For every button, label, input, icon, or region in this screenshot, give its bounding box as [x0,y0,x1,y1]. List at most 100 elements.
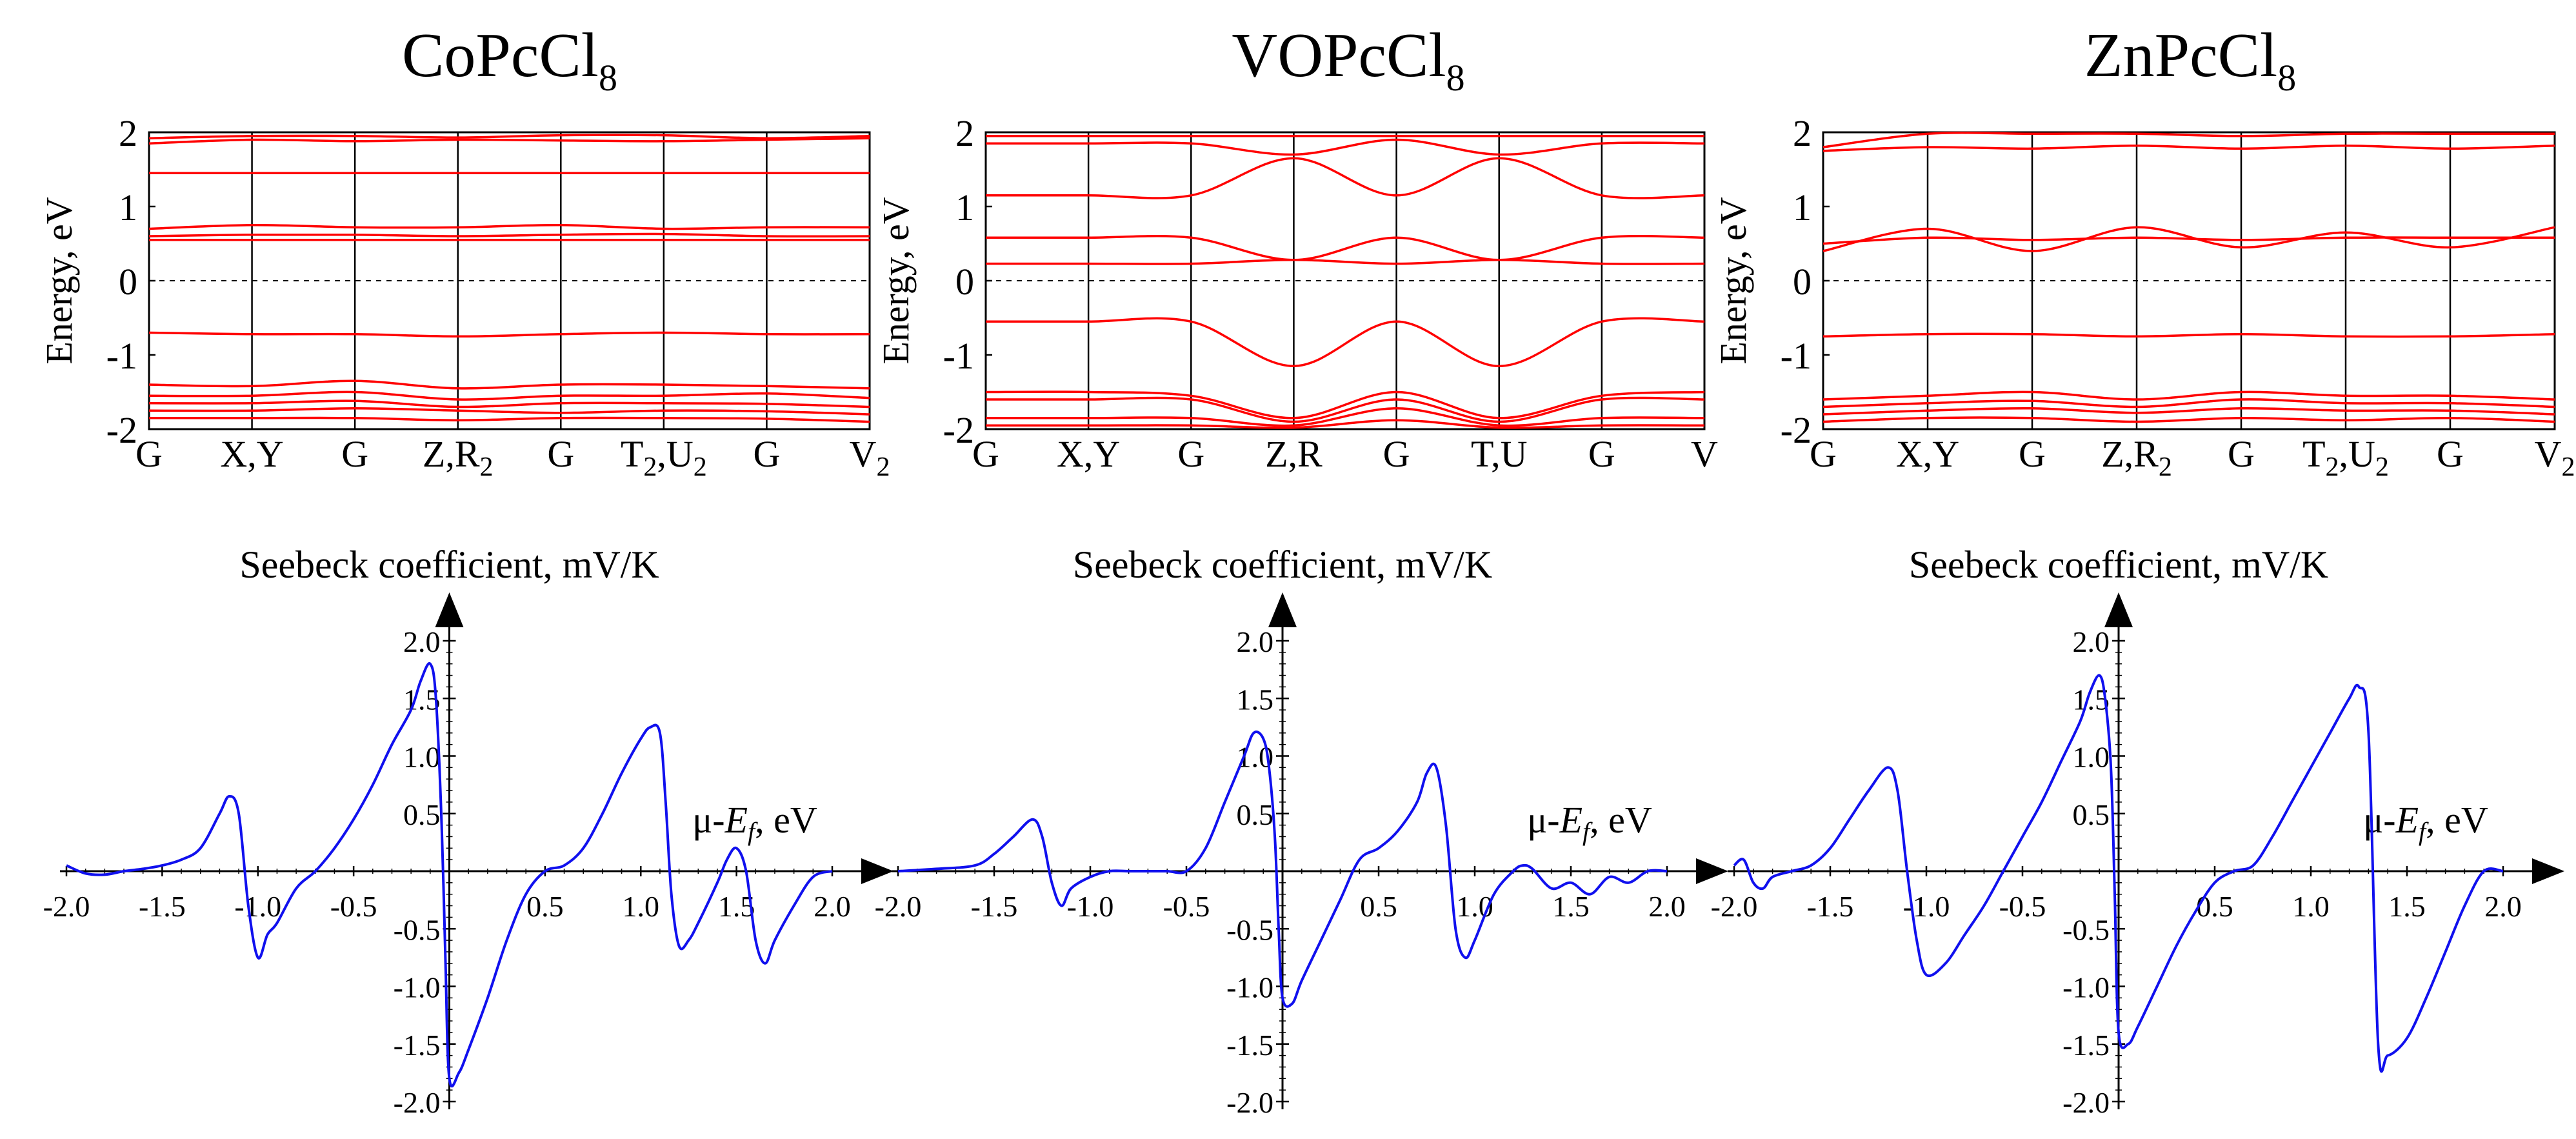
seebeck-curve [66,662,833,1088]
band-line-band-9 [148,390,870,401]
seebeck-x-tick-label: 2.0 [1648,890,1686,923]
seebeck-x-tick-label: 1.5 [2388,890,2426,923]
band-line-band-10 [985,419,1705,429]
kpoint-label: T,U [1471,433,1528,475]
seebeck-x-tick-label: -1.5 [1807,890,1854,923]
seebeck-curve [897,731,1668,1008]
kpoint-label: X,Y [1057,433,1120,475]
band-line-band-5 [986,259,1705,265]
band-y-tick-label: 0 [119,261,137,303]
seebeck-x-axis-label: μ-Ef, eV [1527,799,1652,846]
band-line-band-2 [986,138,1705,156]
seebeck-y-arrow [1268,592,1297,627]
kpoint-label: V2 [2535,433,2575,482]
band-line-band-2 [148,137,870,145]
seebeck-panel-1: Seebeck coefficient, mV/K μ-Ef, eV -2.0 -1.… [43,543,894,1119]
seebeck-x-tick-label: -2.0 [875,890,922,923]
seebeck-x-tick-label: -0.5 [1999,890,2046,923]
band-line-band-10 [148,399,870,408]
seebeck-y-arrow [435,592,464,627]
band-y-tick-label: 1 [955,186,974,228]
band-line-band-11 [148,407,870,416]
seebeck-title: Seebeck coefficient, mV/K [239,543,659,586]
band-line-band-9 [1822,416,2555,423]
seebeck-y-arrow [2104,592,2133,627]
seebeck-x-tick-label: 2.0 [814,890,851,923]
kpoint-label: G [753,433,780,475]
seebeck-y-tick-label: 0.5 [403,798,441,831]
seebeck-y-tick-label: 2.0 [1237,625,1274,658]
band-line-band-4 [148,224,870,230]
seebeck-panel-3: Seebeck coefficient, mV/K μ-Ef, eV -2.0 -1.… [1711,543,2564,1119]
band-line-band-3 [986,157,1705,199]
band-panel-3: ZnPcCl8 2 1 0 -1 -2 Energy, eV G X,Y G Z,R2 G T2,U2 G… [1712,21,2575,482]
band-line-band-6 [1822,390,2555,401]
band-y-tick-label: 0 [955,261,974,303]
band-structure-panels: CoPcCl8 2 1 0 -1 -2 Energy, eV G X,Y G Z,R2 G T2,U2 G… [38,21,2575,482]
seebeck-x-tick-label: 0.5 [526,890,564,923]
band-line-band-5 [148,232,870,238]
band-y-tick-label: 1 [119,186,137,228]
seebeck-x-tick-label: 1.0 [2292,890,2330,923]
kpoint-label: X,Y [1896,433,1959,475]
seebeck-y-tick-label: -1.0 [2062,971,2110,1004]
band-line-band-2 [1822,144,2555,152]
seebeck-x-arrow [1696,858,1728,884]
kpoint-label: T2,U2 [2302,433,2389,482]
band-line-band-8 [148,379,870,390]
seebeck-y-tick-label: -0.5 [1226,913,1273,946]
band-y-tick-label: -2 [943,409,974,451]
band-y-tick-label: 0 [1793,261,1812,303]
seebeck-y-tick-label: -2.0 [2062,1086,2110,1119]
seebeck-x-tick-label: -2.0 [43,890,90,923]
band-y-tick-label: 1 [1793,186,1812,228]
seebeck-x-arrow [2532,858,2564,884]
band-line-band-7 [985,390,1705,419]
band-line-band-1 [148,134,870,139]
seebeck-panel-2: Seebeck coefficient, mV/K μ-Ef, eV -2.0 -1.… [875,543,1728,1119]
kpoint-label: X,Y [220,433,283,475]
seebeck-x-tick-label: -1.5 [139,890,186,923]
band-line-band-12 [148,416,870,423]
seebeck-y-tick-label: 1.0 [403,741,441,774]
kpoint-label: V2 [850,433,890,482]
band-y-tick-label: 2 [955,112,974,154]
kpoint-label: G [2019,433,2046,475]
band-line-band-1 [1822,132,2555,148]
band-panel-2: VOPcCl8 2 1 0 -1 -2 Energy, eV G X,Y G Z,R G T,U G V [875,21,1718,475]
band-line-band-7 [148,331,870,338]
band-panel-title: CoPcCl8 [402,21,617,99]
seebeck-y-tick-label: -1.0 [1226,971,1273,1004]
band-y-axis-label: Energy, eV [1712,197,1754,364]
seebeck-y-tick-label: -0.5 [394,913,441,946]
seebeck-y-tick-label: 2.0 [403,625,441,658]
band-line-band-4 [1822,236,2555,245]
kpoint-label: G [1383,433,1410,475]
seebeck-x-arrow [861,858,894,884]
band-line-band-6 [986,317,1705,368]
band-y-tick-label: -1 [943,335,974,377]
kpoint-label: V [1691,433,1718,475]
band-y-tick-label: 2 [119,112,137,154]
seebeck-y-tick-label: -2.0 [1226,1086,1273,1119]
band-y-axis-label: Energy, eV [875,197,917,364]
seebeck-x-tick-label: 0.5 [1360,890,1397,923]
seebeck-x-tick-label: 2.0 [2484,890,2522,923]
band-panel-title: ZnPcCl8 [2084,21,2296,99]
seebeck-y-tick-label: 1.5 [1237,683,1274,716]
band-line-band-8 [1822,407,2555,416]
seebeck-x-axis-label: μ-Ef, eV [692,799,817,846]
kpoint-label: G [972,433,999,475]
seebeck-title: Seebeck coefficient, mV/K [1909,543,2328,586]
kpoint-label: Z,R2 [2101,433,2172,482]
band-y-tick-label: 2 [1793,112,1812,154]
band-panel-1: CoPcCl8 2 1 0 -1 -2 Energy, eV G X,Y G Z,R2 G T2,U2 G… [38,21,890,482]
seebeck-y-tick-label: 2.0 [2073,625,2110,658]
seebeck-x-axis-label: μ-Ef, eV [2363,799,2488,846]
band-line-band-3 [1822,226,2555,252]
kpoint-label: G [547,433,574,475]
seebeck-x-tick-label: 0.5 [2196,890,2233,923]
kpoint-label: G [1177,433,1204,475]
seebeck-y-tick-label: 0.5 [1237,798,1274,831]
